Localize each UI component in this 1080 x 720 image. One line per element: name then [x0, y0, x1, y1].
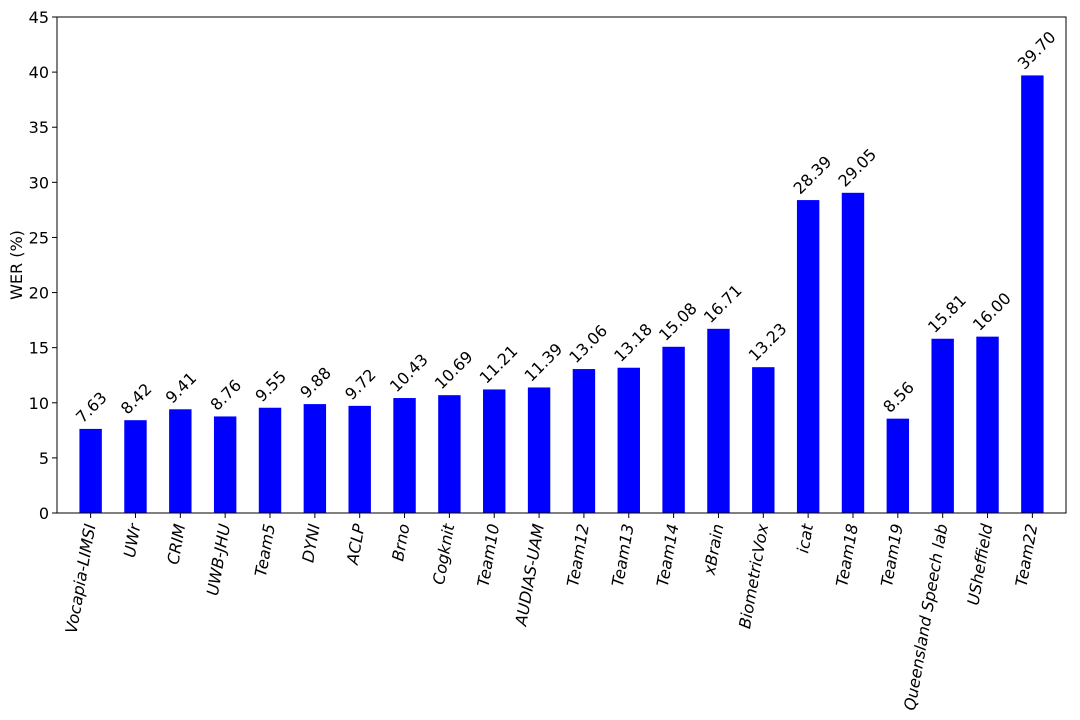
data-label: 29.05 [834, 145, 880, 191]
data-label: 10.69 [431, 347, 477, 393]
x-tick-label: Brno [388, 522, 413, 562]
data-label: 11.39 [520, 339, 566, 385]
bar [707, 328, 730, 513]
data-label: 16.00 [969, 289, 1015, 335]
data-label: 13.06 [565, 321, 611, 367]
bar [931, 338, 954, 513]
data-label: 15.08 [655, 299, 701, 345]
bar [79, 428, 102, 513]
y-tick-label: 5 [39, 449, 49, 468]
bars-group [79, 75, 1044, 514]
bar [841, 192, 865, 513]
plot-frame [56, 16, 1067, 514]
x-tick-label: DYNI [298, 522, 323, 564]
data-label: 8.56 [879, 378, 918, 417]
y-axis: 0 5 10 15 20 25 30 35 40 45 [29, 8, 57, 523]
data-label: 8.76 [207, 376, 246, 415]
y-tick-label: 10 [29, 394, 49, 413]
data-label: 28.39 [790, 152, 836, 198]
data-label: 9.41 [162, 368, 201, 407]
y-axis-title: WER (%) [7, 230, 26, 300]
data-label: 7.63 [72, 388, 111, 427]
x-tick-label: Team10 [473, 522, 503, 588]
x-tick-label: Queensland Speech lab [900, 522, 952, 711]
x-tick-label: Team12 [563, 522, 593, 588]
x-axis: Vocapia-LIMSI UWr CRIM UWB-JHU Team5 DYNI ACLP… [62, 513, 1042, 712]
data-label: 10.43 [386, 350, 432, 396]
y-tick-label: 20 [29, 284, 49, 303]
x-tick-label: ACLP [343, 522, 369, 567]
bar [1021, 75, 1044, 513]
x-tick-label: icat [793, 522, 817, 555]
x-tick-label: CRIM [163, 522, 189, 566]
bar [438, 395, 461, 513]
data-label: 13.23 [745, 319, 791, 365]
bar [303, 404, 327, 513]
bar [886, 418, 910, 513]
bar [258, 407, 282, 513]
x-tick-label: Team19 [877, 522, 907, 588]
data-label: 15.81 [924, 291, 970, 337]
bar [617, 367, 640, 513]
bar [169, 409, 192, 513]
y-tick-label: 45 [29, 8, 49, 27]
x-tick-label: Team5 [251, 522, 279, 578]
y-tick-label: 30 [29, 173, 49, 192]
x-tick-label: Vocapia-LIMSI [62, 522, 100, 635]
x-tick-label: AUDIAS-UAM [511, 522, 548, 628]
x-tick-label: Team13 [608, 522, 638, 588]
x-tick-label: BiometricVox [735, 522, 772, 630]
bar [796, 200, 820, 514]
data-label: 13.18 [610, 320, 656, 366]
y-tick-label: 25 [29, 228, 49, 247]
bar [348, 405, 371, 513]
x-tick-label: Team22 [1012, 522, 1042, 588]
x-tick-label: USheffield [963, 522, 996, 607]
bar [662, 346, 685, 513]
bar [572, 369, 596, 513]
x-tick-label: Team18 [832, 522, 862, 588]
data-label: 9.72 [341, 365, 380, 404]
data-label: 9.55 [251, 367, 290, 406]
bar [752, 367, 775, 513]
data-label: 8.42 [117, 379, 156, 418]
data-label: 39.70 [1014, 27, 1060, 73]
bar [527, 387, 551, 513]
data-labels-group: 7.63 8.42 9.41 8.76 9.55 9.88 9.72 10.43 10.69 11… [72, 27, 1060, 426]
x-tick-label: Cogknit [429, 522, 458, 586]
y-tick-label: 40 [29, 63, 49, 82]
x-tick-label: Team14 [653, 522, 683, 588]
bar [213, 416, 237, 513]
bar [393, 398, 416, 513]
data-label: 11.21 [476, 341, 522, 387]
x-tick-label: UWr [120, 521, 145, 559]
data-label: 16.71 [700, 281, 746, 327]
y-tick-label: 0 [39, 504, 49, 523]
x-tick-label: UWB-JHU [203, 522, 234, 597]
y-tick-label: 35 [29, 118, 49, 137]
bar [483, 389, 506, 513]
y-tick-label: 15 [29, 339, 49, 358]
bar [976, 336, 999, 513]
bar [124, 420, 147, 513]
data-label: 9.88 [296, 363, 335, 402]
x-tick-label: xBrain [700, 522, 728, 577]
